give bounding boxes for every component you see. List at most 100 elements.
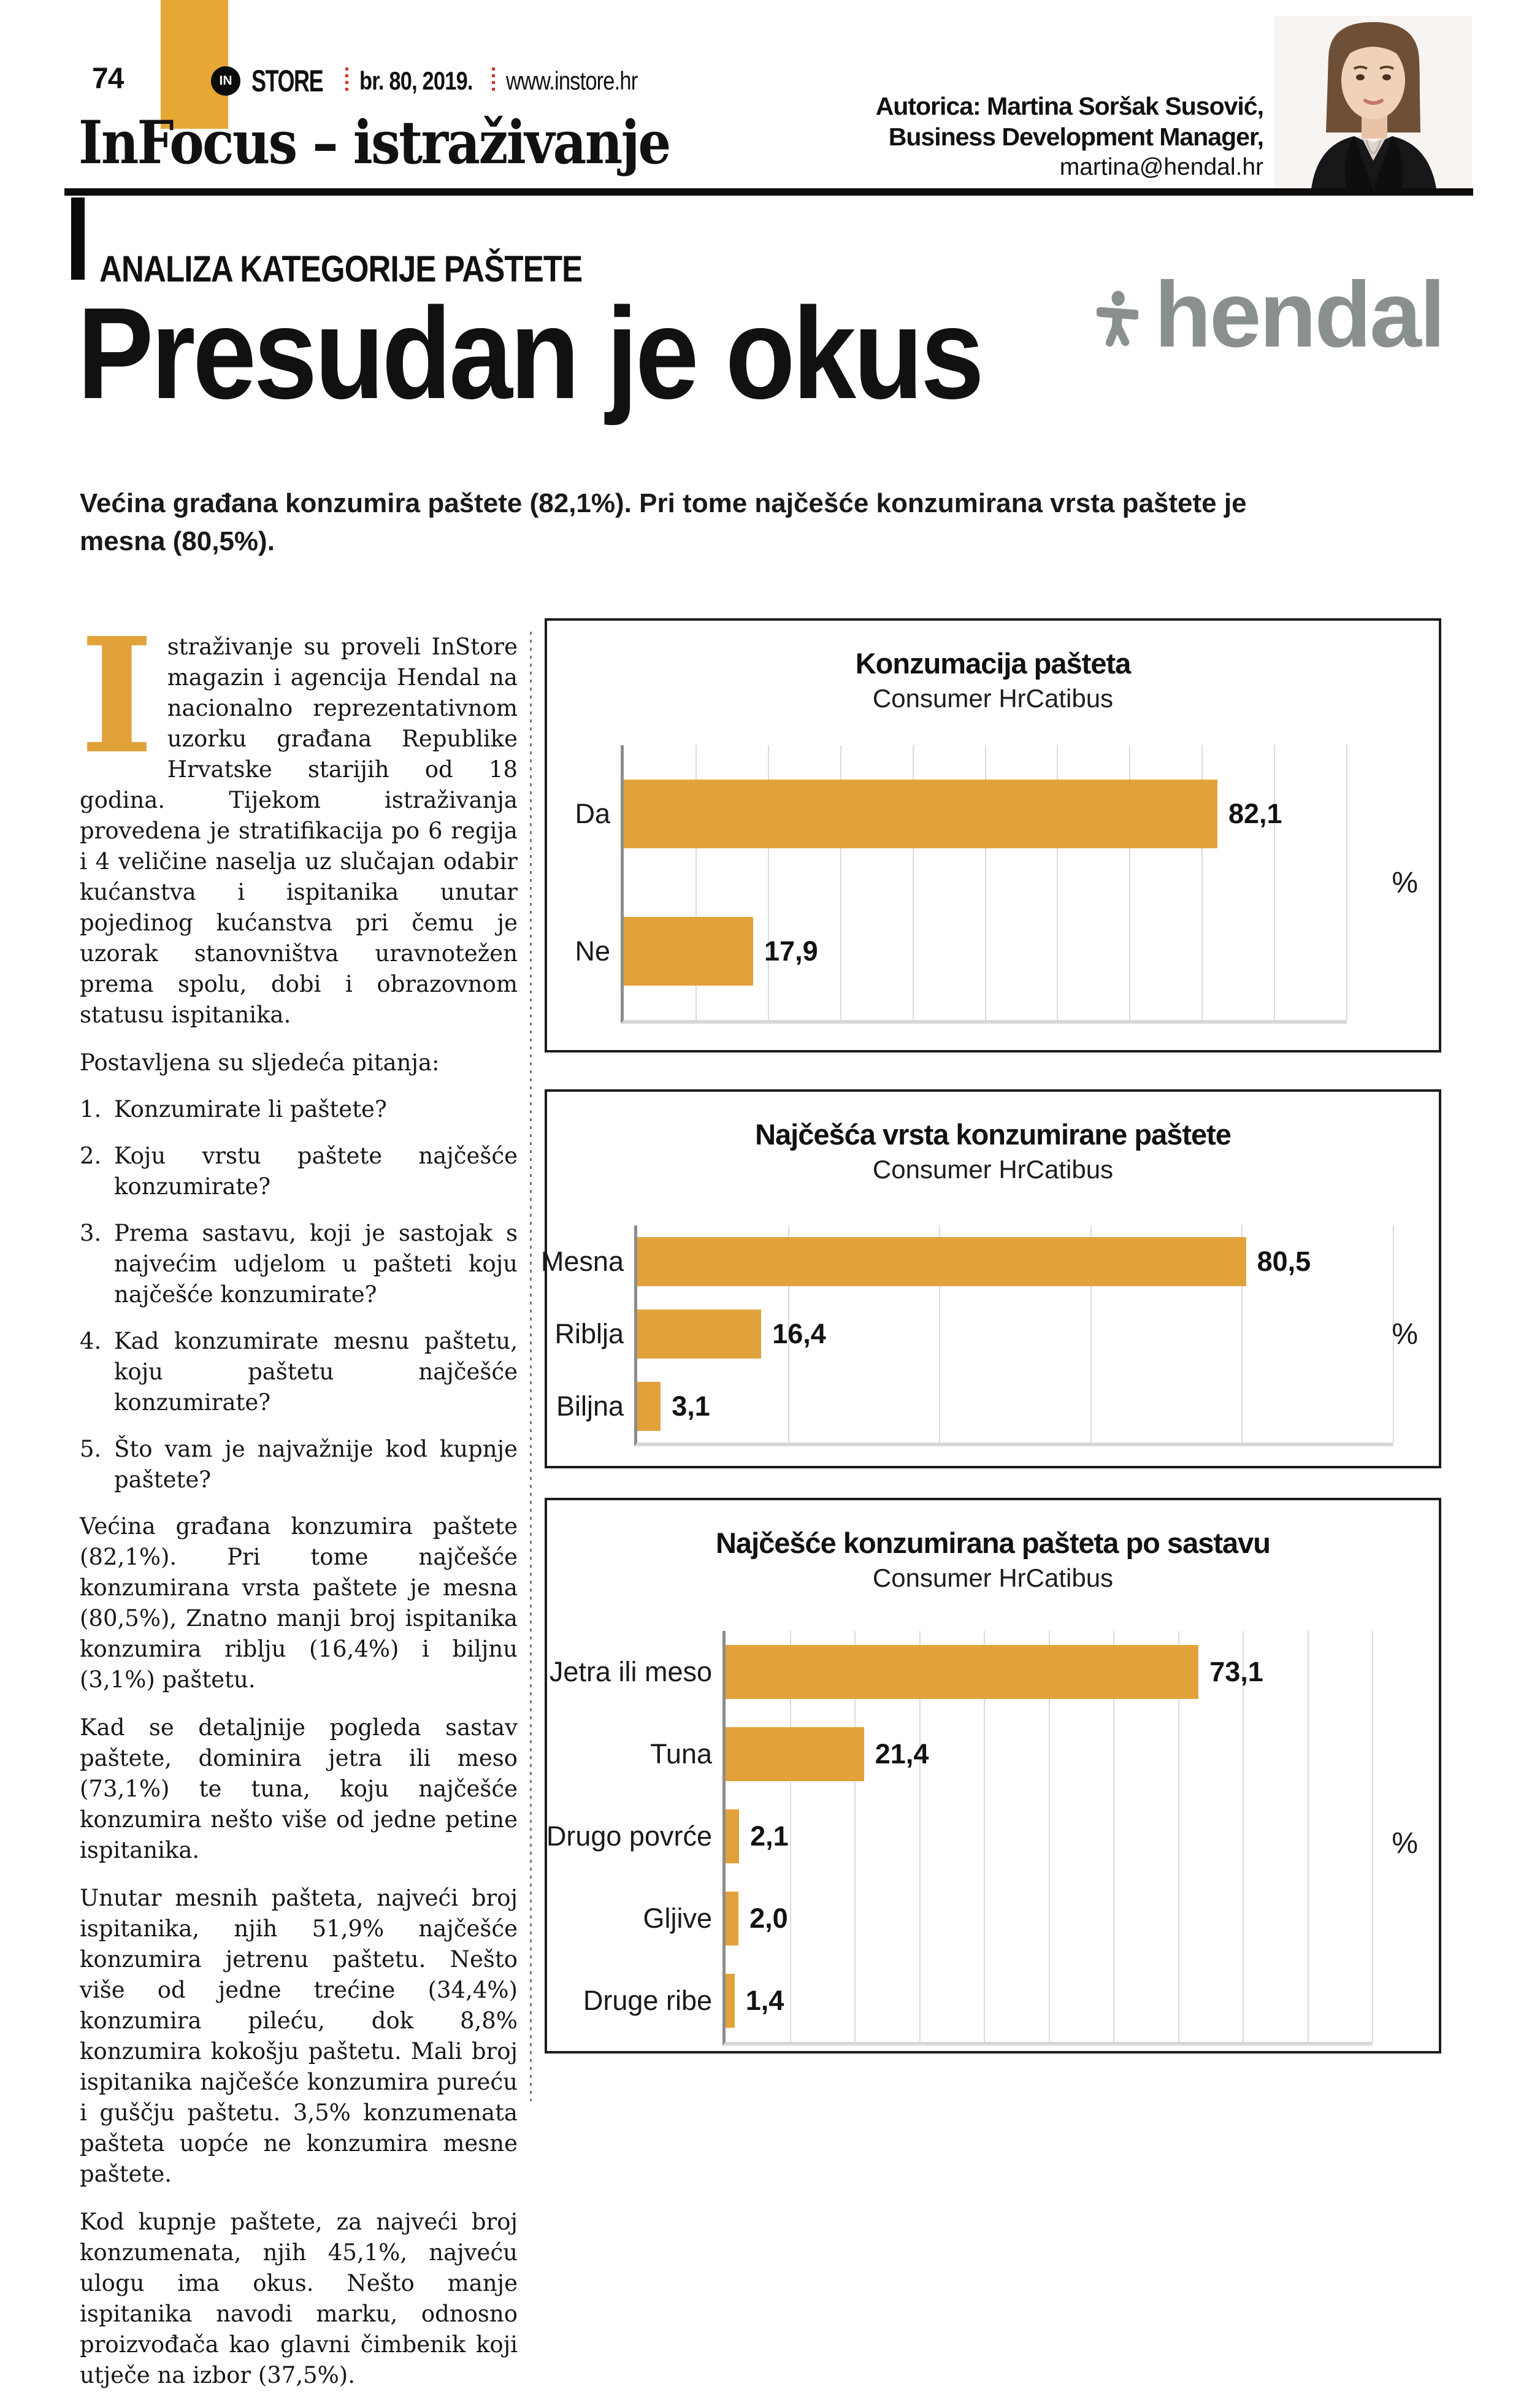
gridline bbox=[912, 745, 914, 1020]
gridline bbox=[767, 745, 769, 1020]
masthead-issue: br. 80, 2019. bbox=[359, 66, 473, 95]
gridline bbox=[1346, 745, 1347, 1020]
masthead: IN STORE br. 80, 2019. www.instore.hr bbox=[211, 64, 666, 98]
axis-unit-label: % bbox=[1392, 1827, 1418, 1860]
question-text: Prema sastavu, koji je sastojak s najveć… bbox=[114, 1220, 518, 1308]
question-text: Konzumirate li paštete? bbox=[114, 1096, 387, 1122]
question-text: Kad konzumirate mesnu paštetu, koju pašt… bbox=[114, 1328, 518, 1416]
gridline bbox=[1048, 1631, 1050, 2042]
gridline bbox=[1178, 1631, 1179, 2042]
paragraph-consumption: Većina građana konzumira paštete (82,1%)… bbox=[80, 1513, 518, 1693]
bar-value: 1,4 bbox=[745, 1985, 784, 2016]
gridline bbox=[789, 1631, 791, 2042]
author-email: martina@hendal.hr bbox=[1059, 154, 1263, 180]
bar-value: 21,4 bbox=[875, 1738, 929, 1770]
bar-row: Druge ribe 1,4 bbox=[583, 1960, 1373, 2042]
red-dot-separator bbox=[345, 67, 349, 94]
gridline bbox=[854, 1631, 856, 2042]
author-photo bbox=[1274, 16, 1472, 189]
bar-row: Da 82,1 bbox=[575, 745, 1347, 883]
chart-subtitle: Consumer HrCatibus bbox=[872, 684, 1114, 713]
question-number: 5. bbox=[80, 1436, 102, 1462]
chart-vrsta-pastete: Najčešća vrsta konzumirane paštete Consum… bbox=[541, 1089, 1441, 1468]
instore-logo-block bbox=[161, 0, 228, 129]
gridline bbox=[1129, 745, 1131, 1020]
bar bbox=[726, 1645, 1199, 1699]
bar-row: Biljna 3,1 bbox=[556, 1370, 1393, 1443]
bar-row: Mesna 80,5 bbox=[541, 1225, 1393, 1298]
chart-gridlines bbox=[637, 1225, 1394, 1443]
kicker: ANALIZA KATEGORIJE PAŠTETE bbox=[99, 248, 583, 289]
bar-row: Drugo povrće 2,1 bbox=[546, 1795, 1373, 1877]
bar-value: 17,9 bbox=[764, 935, 818, 967]
question-text: Koju vrstu paštete najčešće konzumirate? bbox=[114, 1143, 518, 1200]
question-text: Što vam je najvažnije kod kupnje paštete… bbox=[114, 1436, 518, 1493]
question-number: 2. bbox=[80, 1143, 102, 1169]
gridline bbox=[919, 1631, 921, 2042]
gridline bbox=[787, 1225, 789, 1443]
author-role: Business Development Manager, bbox=[888, 123, 1264, 151]
questions-list: 1. Konzumirate li paštete? 2. Koju vrstu pa… bbox=[80, 1094, 518, 1495]
chart-title: Najčešća vrsta konzumirane paštete bbox=[755, 1118, 1232, 1151]
author-block: Autorica: Martina Soršak Susović, Busine… bbox=[711, 91, 1264, 183]
instore-in-icon: IN bbox=[211, 66, 240, 96]
paragraph-meat-types: Unutar mesnih pašteta, najveći broj ispi… bbox=[80, 1885, 518, 2187]
bar-value: 16,4 bbox=[772, 1318, 826, 1349]
chart-title: Konzumacija pašteta bbox=[855, 647, 1132, 680]
question-item: 1. Konzumirate li paštete? bbox=[80, 1094, 518, 1125]
red-dot-separator bbox=[491, 67, 495, 94]
bar bbox=[726, 1892, 739, 1946]
bar bbox=[624, 780, 1217, 848]
bar-category-label: Gljive bbox=[643, 1903, 712, 1934]
bar-row: Gljive 2,0 bbox=[643, 1877, 1373, 1960]
bar-row: Tuna 21,4 bbox=[650, 1713, 1373, 1795]
bar-category-label: Mesna bbox=[540, 1246, 624, 1277]
bar-category-label: Drugo povrće bbox=[546, 1820, 712, 1852]
column-divider bbox=[530, 632, 532, 2101]
questions-intro: Postavljena su sljedeća pitanja: bbox=[80, 1049, 440, 1076]
gridline bbox=[1393, 1225, 1394, 1443]
gridline bbox=[1113, 1631, 1114, 2042]
chart-subtitle: Consumer HrCatibus bbox=[872, 1155, 1114, 1184]
bar-value: 80,5 bbox=[1257, 1246, 1311, 1277]
chart-plot-area: Da 82,1 Ne 17,9 bbox=[575, 745, 1347, 1024]
bar-row: Ne 17,9 bbox=[575, 883, 1347, 1020]
bar-value: 2,0 bbox=[749, 1903, 788, 1934]
bar-value: 73,1 bbox=[1209, 1656, 1263, 1687]
question-item: 2. Koju vrstu paštete najčešće konzumirat… bbox=[80, 1141, 518, 1202]
drop-cap: I bbox=[80, 603, 154, 789]
bar bbox=[637, 1382, 661, 1431]
gridline bbox=[1307, 1631, 1309, 2042]
gridline bbox=[1201, 745, 1203, 1020]
article-lead: Većina građana konzumira paštete (82,1%)… bbox=[80, 488, 1247, 556]
hendal-logo: hendal bbox=[1097, 263, 1446, 377]
gridline bbox=[984, 745, 986, 1020]
chart-title: Najčešće konzumirana pašteta po sastavu bbox=[715, 1527, 1271, 1559]
gridline bbox=[1057, 745, 1059, 1020]
question-item: 3. Prema sastavu, koji je sastojak s najv… bbox=[80, 1218, 518, 1310]
bar-category-label: Tuna bbox=[650, 1738, 712, 1770]
gridline bbox=[1090, 1225, 1092, 1443]
section-title: InFocus – istraživanje bbox=[79, 108, 671, 177]
bar bbox=[726, 1809, 740, 1863]
bar bbox=[637, 1309, 762, 1359]
paragraph-intro-text: straživanje su proveli InStore magazin i… bbox=[80, 634, 518, 1028]
bar-value: 82,1 bbox=[1228, 798, 1282, 829]
axis-unit-label: % bbox=[1392, 867, 1418, 899]
gridline bbox=[1274, 745, 1276, 1020]
bar bbox=[637, 1237, 1246, 1286]
bar-category-label: Druge ribe bbox=[583, 1985, 712, 2016]
gridline bbox=[840, 745, 841, 1020]
bar bbox=[726, 1974, 735, 2028]
question-number: 4. bbox=[80, 1328, 102, 1354]
masthead-brand: STORE bbox=[251, 64, 324, 98]
header-rule bbox=[64, 188, 1473, 196]
gridline bbox=[939, 1225, 941, 1443]
paragraph-composition: Kad se detaljnije pogleda sastav paštete… bbox=[80, 1714, 518, 1863]
chart-plot-area: Jetra ili meso 73,1 Tuna 21,4 Drugo povrće 2,… bbox=[546, 1631, 1373, 2046]
chart-gridlines bbox=[726, 1631, 1373, 2042]
gridline bbox=[1243, 1631, 1244, 2042]
page-number: 74 bbox=[92, 63, 124, 95]
hendal-wordmark: hendal bbox=[1154, 263, 1446, 367]
